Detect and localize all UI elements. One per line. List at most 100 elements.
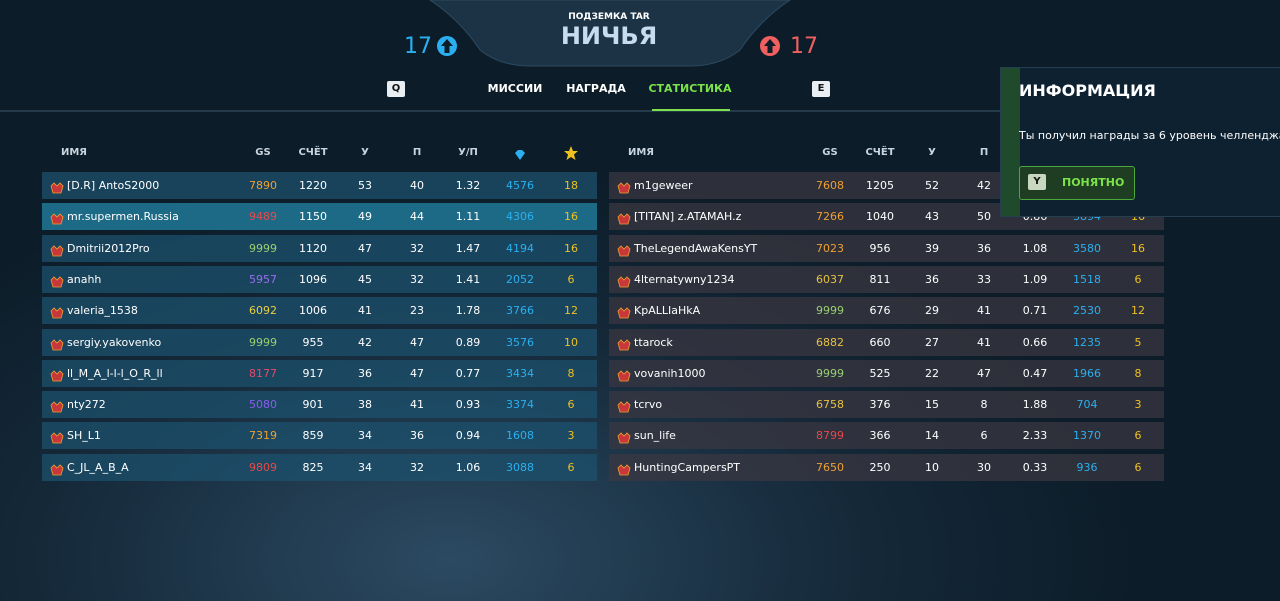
stat-score: 1120 — [299, 241, 327, 255]
stat-kills: 29 — [925, 304, 939, 318]
stat-gs: 5080 — [249, 398, 277, 412]
stat-score: 901 — [302, 398, 324, 412]
player-name: HuntingCampersPT — [634, 460, 741, 474]
stat-crystals: 3576 — [506, 335, 534, 349]
column-header: СЧЁТ — [865, 147, 895, 158]
stat-crystals: 3434 — [506, 366, 534, 380]
stat-stars: 3 — [1134, 398, 1142, 412]
stat-deaths: 41 — [410, 398, 424, 412]
stat-kills: 38 — [358, 398, 372, 412]
prev-tab-key[interactable]: Q — [387, 81, 405, 97]
stat-stars: 10 — [564, 335, 578, 349]
stat-score: 1096 — [299, 272, 327, 286]
stat-stars: 6 — [1134, 429, 1142, 443]
tab[interactable]: НАГРАДА — [566, 82, 626, 95]
rank-icon — [50, 461, 64, 476]
stat-kills: 39 — [925, 241, 939, 255]
next-tab-key[interactable]: E — [812, 81, 830, 97]
rank-icon — [50, 242, 64, 256]
stat-score: 676 — [869, 304, 891, 318]
stat-deaths: 8 — [980, 398, 988, 412]
player-row: [D.R] AntoS2000 7890 1220 53 40 1.32 4576 18 — [42, 172, 597, 199]
column-header: У — [928, 147, 936, 158]
stat-kills: 52 — [925, 179, 939, 192]
info-popup: ИНФОРМАЦИЯ Ты получил награды за 6 урове… — [1000, 67, 1280, 217]
stat-kd: 0.71 — [1022, 304, 1048, 318]
stat-stars: 6 — [567, 460, 575, 474]
stat-deaths: 41 — [977, 304, 991, 318]
stat-kills: 36 — [925, 272, 939, 286]
player-name: [D.R] AntoS2000 — [67, 179, 160, 192]
rank-icon — [50, 304, 64, 319]
stat-crystals: 4194 — [506, 241, 534, 255]
stat-crystals: 3374 — [506, 398, 534, 412]
stat-stars: 6 — [1134, 460, 1142, 474]
stat-gs: 7319 — [249, 429, 277, 443]
rank-icon — [617, 336, 631, 350]
stat-deaths: 6 — [980, 429, 988, 443]
stat-kd: 0.77 — [455, 366, 481, 380]
stat-score: 825 — [302, 460, 324, 474]
stat-crystals: 3766 — [506, 304, 534, 318]
stat-stars: 12 — [564, 304, 578, 318]
stat-deaths: 50 — [977, 210, 991, 224]
player-name: mr.supermen.Russia — [67, 210, 179, 224]
rank-icon — [617, 179, 631, 194]
stat-gs: 8799 — [816, 429, 844, 443]
rank-icon — [50, 210, 64, 225]
player-row: sergiy.yakovenko 9999 955 42 47 0.89 3576 10 — [42, 328, 597, 356]
rank-icon — [617, 461, 631, 476]
stat-kills: 43 — [925, 210, 939, 224]
rank-icon — [617, 398, 631, 413]
stat-deaths: 32 — [410, 272, 424, 286]
column-header: У/П — [458, 147, 478, 158]
player-name: m1geweer — [634, 179, 693, 192]
stat-gs: 5957 — [249, 272, 277, 286]
player-name: anahh — [67, 272, 102, 286]
crystal-header-icon — [514, 146, 526, 160]
stat-kd: 1.11 — [455, 210, 481, 224]
column-header: У — [361, 147, 369, 158]
stat-crystals: 1370 — [1073, 429, 1101, 443]
player-name: vovanih1000 — [634, 366, 706, 380]
rank-icon — [50, 398, 64, 413]
stat-score: 1006 — [299, 304, 327, 318]
player-name: 4lternatywny1234 — [634, 272, 735, 286]
stat-stars: 6 — [567, 272, 575, 286]
stat-gs: 7023 — [816, 241, 844, 255]
stat-gs: 6758 — [816, 398, 844, 412]
stat-deaths: 36 — [977, 241, 991, 255]
player-name: C_JL_A_B_A — [67, 460, 129, 474]
stat-kills: 10 — [925, 460, 939, 474]
stat-kd: 1.47 — [455, 241, 481, 255]
stat-stars: 16 — [564, 241, 578, 255]
left-score: 17 — [404, 34, 432, 59]
stat-score: 250 — [869, 460, 891, 474]
stat-deaths: 32 — [410, 460, 424, 474]
map-name: ПОДЗЕМКА TAR — [568, 12, 650, 22]
player-row: TheLegendAwaKensYT 7023 956 39 36 1.08 3580 16 — [609, 234, 1164, 262]
stat-kd: 1.06 — [455, 460, 481, 474]
rank-icon — [50, 429, 64, 444]
rank-icon — [50, 179, 64, 194]
stat-stars: 16 — [1131, 241, 1145, 255]
player-row: nty272 5080 901 38 41 0.93 3374 6 — [42, 391, 597, 419]
rank-icon — [617, 273, 631, 288]
rank-icon — [617, 210, 631, 225]
player-row: vovanih1000 9999 525 22 47 0.47 1966 8 — [609, 359, 1164, 387]
tab[interactable]: СТАТИСТИКА — [648, 82, 732, 95]
column-header: СЧЁТ — [298, 147, 328, 158]
tab[interactable]: МИССИИ — [487, 82, 543, 95]
stat-crystals: 704 — [1076, 398, 1098, 412]
stat-score: 376 — [869, 398, 891, 412]
stat-gs: 9999 — [249, 335, 277, 349]
stat-gs: 6037 — [816, 272, 844, 286]
stat-deaths: 41 — [977, 335, 991, 349]
stat-gs: 7608 — [816, 179, 844, 192]
column-header: П — [979, 147, 989, 158]
column-header: GS — [255, 147, 271, 158]
ok-button[interactable]: Y ПОНЯТНО — [1019, 166, 1135, 200]
player-row: SH_L1 7319 859 34 36 0.94 1608 3 — [42, 422, 597, 450]
stat-kd: 1.32 — [455, 179, 481, 192]
